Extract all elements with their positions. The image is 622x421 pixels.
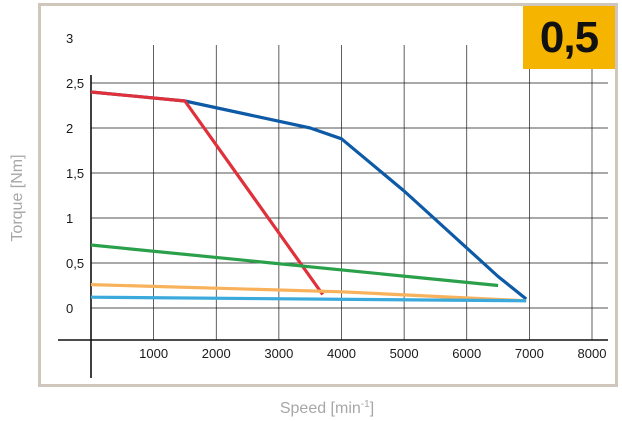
series-lines: [90, 90, 528, 303]
chart-frame: [38, 3, 618, 387]
series-line-4: [90, 283, 527, 303]
x-tick-label: 8000: [578, 346, 607, 361]
x-axis-title: Speed [min-1]: [280, 399, 374, 417]
y-tick-label: 1: [66, 211, 73, 226]
y-tick-label: 0,5: [66, 256, 84, 271]
x-tick-label: 6000: [452, 346, 481, 361]
y-tick-label: 1,5: [66, 166, 84, 181]
x-tick-label: 3000: [264, 346, 293, 361]
x-tick-label: 4000: [327, 346, 356, 361]
series-line-5: [90, 295, 527, 303]
x-tick-label: 2000: [202, 346, 231, 361]
y-tick-label: 0: [66, 301, 73, 316]
x-tick-label: 7000: [515, 346, 544, 361]
y-tick-label: 2: [66, 121, 73, 136]
y-axis-title: Torque [Nm]: [9, 154, 26, 241]
motor-size-badge: 0,5: [523, 6, 615, 69]
series-line-2: [90, 90, 325, 296]
x-tick-label: 1000: [139, 346, 168, 361]
axes: [58, 75, 608, 378]
grid: [91, 45, 608, 340]
y-tick-label: 2,5: [66, 76, 84, 91]
tick-labels: 1000 2000 3000 4000 5000 6000 7000 8000 0 0,5 1 1,5…: [66, 31, 606, 361]
series-line-1: [90, 90, 528, 301]
x-tick-label: 5000: [390, 346, 419, 361]
y-tick-label: 3: [66, 31, 73, 46]
badge-label: 0,5: [539, 12, 599, 62]
series-line-3: [90, 243, 499, 288]
